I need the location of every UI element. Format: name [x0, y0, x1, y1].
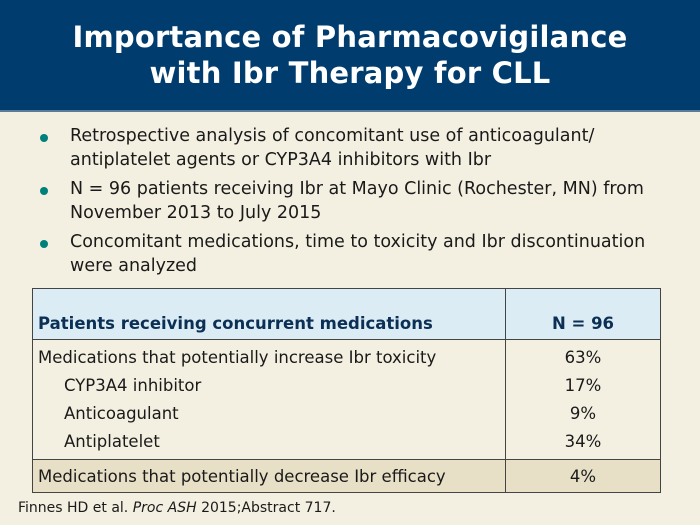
- table-row: Antiplatelet 34%: [32, 427, 661, 460]
- citation-journal: Proc ASH: [132, 500, 197, 516]
- bullet-item: Concomitant medications, time to toxicit…: [40, 231, 690, 278]
- bullet-dot-icon: [40, 187, 48, 195]
- row-value: 17%: [505, 371, 661, 399]
- row-value: 63%: [505, 339, 661, 371]
- medications-table: Patients receiving concurrent medication…: [32, 288, 661, 493]
- column-header-n: N = 96: [505, 288, 661, 340]
- table-row: Medications that potentially increase Ib…: [32, 339, 661, 371]
- table-header-row: Patients receiving concurrent medication…: [32, 288, 661, 340]
- row-label: CYP3A4 inhibitor: [32, 371, 506, 399]
- slide-title: Importance of Pharmacovigilance with Ibr…: [72, 19, 627, 91]
- bullet-text: Retrospective analysis of concomitant us…: [70, 126, 595, 170]
- bullet-dot-icon: [40, 240, 48, 248]
- citation-authors: Finnes HD et al.: [18, 500, 133, 516]
- bullet-text: N = 96 patients receiving Ibr at Mayo Cl…: [70, 179, 644, 223]
- citation: Finnes HD et al. Proc ASH 2015;Abstract …: [18, 500, 336, 516]
- table-row: CYP3A4 inhibitor 17%: [32, 371, 661, 399]
- row-label: Medications that potentially increase Ib…: [32, 339, 506, 371]
- row-label: Anticoagulant: [32, 399, 506, 427]
- table-row-highlight: Medications that potentially decrease Ib…: [32, 459, 661, 493]
- bullet-list: Retrospective analysis of concomitant us…: [40, 125, 690, 284]
- row-label: Medications that potentially decrease Ib…: [32, 459, 506, 493]
- title-line-1: Importance of Pharmacovigilance: [72, 20, 628, 54]
- bullet-dot-icon: [40, 134, 48, 142]
- bullet-text: Concomitant medications, time to toxicit…: [70, 232, 646, 276]
- column-header-medications: Patients receiving concurrent medication…: [32, 288, 506, 340]
- row-value: 4%: [505, 459, 661, 493]
- bullet-item: N = 96 patients receiving Ibr at Mayo Cl…: [40, 178, 690, 225]
- slide-header: Importance of Pharmacovigilance with Ibr…: [0, 0, 700, 112]
- row-value: 34%: [505, 427, 661, 460]
- row-value: 9%: [505, 399, 661, 427]
- bullet-item: Retrospective analysis of concomitant us…: [40, 125, 690, 172]
- row-label: Antiplatelet: [32, 427, 506, 460]
- title-line-2: with Ibr Therapy for CLL: [149, 56, 551, 90]
- citation-details: 2015;Abstract 717.: [196, 500, 336, 516]
- table-row: Anticoagulant 9%: [32, 399, 661, 427]
